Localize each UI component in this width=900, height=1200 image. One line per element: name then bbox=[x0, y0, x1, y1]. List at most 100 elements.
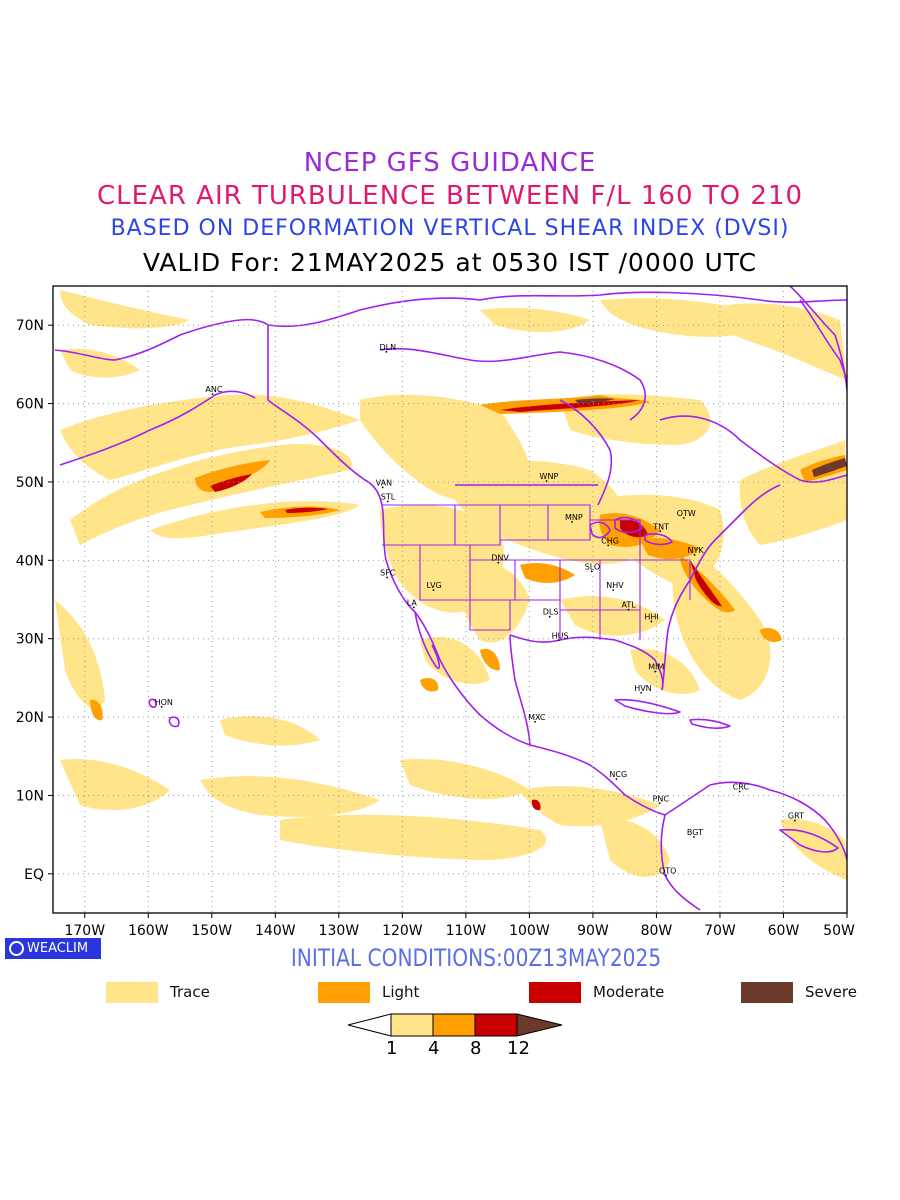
lon-label: 70W bbox=[704, 923, 736, 939]
station-label: MIM bbox=[648, 663, 664, 672]
station-label: LVG bbox=[426, 581, 441, 590]
station-marker bbox=[497, 561, 500, 564]
station-marker bbox=[534, 720, 537, 723]
station-marker bbox=[381, 486, 384, 489]
legend-label: Severe bbox=[805, 983, 857, 1001]
station-label: CRC bbox=[733, 783, 750, 792]
longitude-labels: 170W 160W 150W 140W 130W 120W 110W 100W 90W 80W 70… bbox=[64, 923, 855, 939]
station-marker bbox=[654, 670, 657, 673]
station-labels: ANC DLN VAN STL WNP MNP OTW TNT CHG NYK DNV SFC SLO L… bbox=[155, 343, 804, 877]
station-label: QTO bbox=[659, 866, 676, 875]
state-borders bbox=[382, 504, 691, 640]
station-label: MNP bbox=[565, 513, 583, 522]
station-label: NCG bbox=[609, 770, 627, 779]
lon-label: 100W bbox=[509, 923, 550, 939]
lon-label: 130W bbox=[319, 923, 360, 939]
lat-label: 30N bbox=[16, 632, 44, 648]
station-label: HVN bbox=[634, 684, 651, 693]
station-marker bbox=[794, 819, 796, 822]
station-marker bbox=[693, 836, 695, 838]
title-method: BASED ON DEFORMATION VERTICAL SHEAR INDE… bbox=[110, 216, 790, 241]
legend-label: Light bbox=[382, 983, 420, 1001]
station-label: MXC bbox=[528, 713, 546, 722]
station-label: SFC bbox=[380, 569, 396, 578]
lon-label: 150W bbox=[192, 923, 233, 939]
severe-areas bbox=[575, 398, 847, 477]
title-model: NCEP GFS GUIDANCE bbox=[303, 148, 597, 178]
colorbar-severe bbox=[516, 1013, 563, 1037]
legend-label: Trace bbox=[170, 983, 210, 1001]
station-label: STL bbox=[381, 493, 396, 502]
colorbar-moderate bbox=[474, 1013, 518, 1037]
legend-swatch bbox=[318, 982, 370, 1003]
station-marker bbox=[650, 620, 653, 623]
lon-label: 110W bbox=[446, 923, 487, 939]
latitude-labels: 70N 60N 50N 40N 30N 20N 10N EQ bbox=[16, 318, 44, 883]
station-marker bbox=[627, 608, 630, 611]
station-marker bbox=[557, 639, 560, 642]
colorbar-label-8: 8 bbox=[470, 1038, 482, 1059]
station-label: WNP bbox=[540, 472, 559, 481]
station-marker bbox=[211, 393, 214, 396]
station-label: NHV bbox=[606, 581, 624, 590]
station-marker bbox=[640, 691, 643, 694]
initial-conditions: INITIAL CONDITIONS:00Z13MAY2025 bbox=[290, 944, 662, 972]
station-marker bbox=[160, 705, 163, 708]
coastlines bbox=[54, 286, 847, 911]
station-marker bbox=[386, 500, 389, 503]
station-marker bbox=[432, 589, 435, 591]
station-label: NYK bbox=[688, 546, 705, 555]
title-valid-time: VALID For: 21MAY2025 at 0530 IST /0000 U… bbox=[142, 248, 758, 277]
station-marker bbox=[548, 615, 551, 618]
station-marker bbox=[412, 606, 415, 609]
lon-label: 60W bbox=[768, 923, 800, 939]
station-label: DLS bbox=[543, 608, 559, 617]
station-label: BGT bbox=[687, 828, 703, 837]
colorbar bbox=[347, 1013, 563, 1037]
legend-swatch bbox=[529, 982, 581, 1003]
colorbar-trace bbox=[390, 1013, 434, 1037]
lat-label: 60N bbox=[16, 397, 44, 413]
station-marker bbox=[693, 553, 696, 556]
station-marker bbox=[590, 570, 593, 573]
station-label: PNC bbox=[653, 794, 670, 803]
lon-label: 140W bbox=[255, 923, 296, 939]
station-marker bbox=[612, 589, 615, 591]
lon-label: 170W bbox=[64, 923, 105, 939]
station-marker bbox=[571, 521, 573, 523]
badge-text: WEACLIM bbox=[27, 941, 89, 956]
colorbar-label-12: 12 bbox=[507, 1038, 530, 1059]
colorbar-light bbox=[432, 1013, 476, 1037]
station-label: SLO bbox=[585, 562, 601, 571]
station-label: CHG bbox=[601, 536, 619, 545]
station-marker bbox=[658, 802, 661, 805]
colorbar-label-1: 1 bbox=[386, 1038, 398, 1059]
lat-label: 40N bbox=[16, 553, 44, 569]
colorbar-label-4: 4 bbox=[428, 1038, 440, 1059]
station-marker bbox=[545, 480, 548, 483]
station-marker bbox=[615, 778, 618, 780]
station-label: HUS bbox=[552, 631, 569, 640]
station-label: DNV bbox=[491, 554, 509, 563]
lon-label: 120W bbox=[382, 923, 423, 939]
station-label: TNT bbox=[652, 522, 669, 531]
lat-label: 70N bbox=[16, 318, 44, 334]
legend-label: Moderate bbox=[593, 983, 665, 1001]
station-label: HHI bbox=[644, 612, 658, 621]
station-label: ATL bbox=[621, 601, 636, 610]
station-label: HON bbox=[155, 698, 173, 707]
station-label: GRT bbox=[788, 812, 804, 821]
title-product: CLEAR AIR TURBULENCE BETWEEN F/L 160 TO … bbox=[96, 181, 804, 211]
station-label: DLN bbox=[379, 343, 396, 352]
station-label: VAN bbox=[376, 478, 392, 487]
logo-icon bbox=[9, 941, 24, 956]
station-label: ANC bbox=[205, 385, 222, 394]
station-marker bbox=[682, 517, 685, 519]
station-label: OTW bbox=[677, 509, 696, 518]
colorbar-under bbox=[347, 1013, 392, 1037]
station-marker bbox=[385, 350, 388, 353]
lat-label: 10N bbox=[16, 788, 44, 804]
lat-label: 20N bbox=[16, 710, 44, 726]
legend-swatch bbox=[106, 982, 158, 1003]
station-marker bbox=[738, 790, 741, 793]
